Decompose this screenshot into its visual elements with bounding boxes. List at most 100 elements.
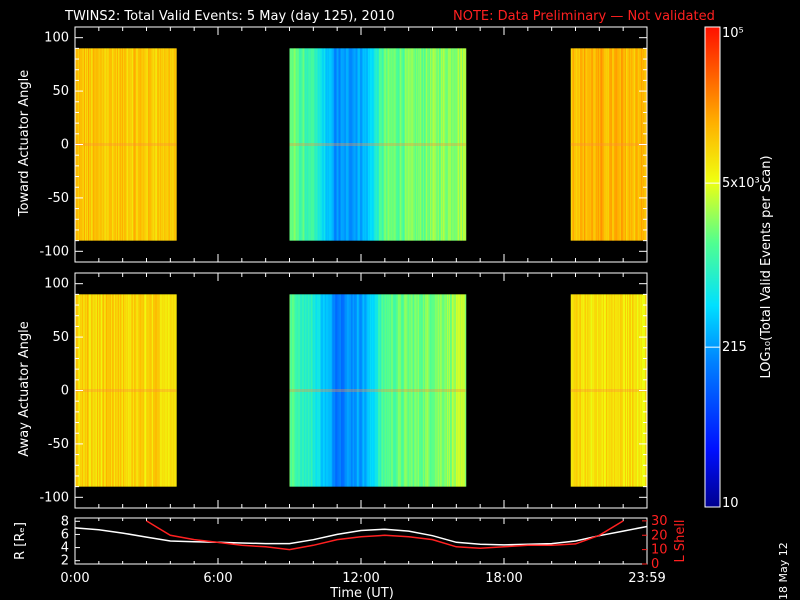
heatmap-column: [417, 48, 420, 241]
heatmap-column: [356, 294, 359, 487]
y-tick-label: -50: [48, 437, 69, 452]
heatmap-column: [392, 48, 395, 241]
heatmap-column: [423, 48, 426, 241]
heatmap-column: [160, 48, 162, 241]
heatmap-column: [114, 294, 116, 487]
heatmap-column: [126, 294, 128, 487]
heatmap-column: [435, 48, 438, 241]
heatmap-column: [99, 294, 101, 487]
heatmap-column: [627, 48, 630, 241]
heatmap-column: [164, 294, 166, 487]
heatmap-column: [126, 48, 128, 241]
heatmap-column: [431, 48, 434, 241]
heatmap-column: [408, 48, 411, 241]
heatmap-column: [331, 294, 333, 487]
heatmap-column: [85, 48, 87, 241]
heatmap-column: [116, 294, 118, 487]
heatmap-column: [339, 48, 341, 241]
heatmap-column: [104, 48, 106, 241]
heatmap-column: [443, 48, 446, 241]
heatmap-column: [370, 48, 373, 241]
heatmap-column: [102, 294, 104, 487]
heatmap-column: [418, 294, 421, 487]
heatmap-column: [312, 294, 314, 487]
heatmap-column: [136, 48, 138, 241]
heatmap-column: [119, 48, 121, 241]
heatmap-column: [413, 294, 416, 487]
heatmap-column: [311, 48, 313, 241]
heatmap-column: [588, 294, 591, 487]
heatmap-column: [172, 294, 174, 487]
heatmap-column: [330, 48, 332, 241]
heatmap-column: [380, 48, 383, 241]
r-distance-line: [74, 525, 648, 546]
heatmap-column: [347, 294, 350, 487]
heatmap-column: [613, 48, 616, 241]
heatmap-column: [299, 294, 301, 487]
heatmap-column: [340, 294, 343, 487]
heatmap-column: [299, 48, 301, 241]
heatmap-column: [163, 294, 165, 487]
heatmap-column: [315, 294, 317, 487]
heatmap-column: [580, 294, 583, 487]
heatmap-column: [464, 294, 467, 487]
colorbar-tick-label: 5x10³: [722, 176, 760, 191]
heatmap-column: [92, 294, 94, 487]
heatmap-column: [390, 294, 393, 487]
heatmap-column: [617, 48, 620, 241]
heatmap-column: [92, 48, 94, 241]
heatmap-column: [352, 48, 355, 241]
heatmap-column: [349, 294, 352, 487]
heatmap-column: [459, 294, 462, 487]
heatmap-column: [602, 48, 605, 241]
heatmap-column: [584, 294, 587, 487]
heatmap-column: [120, 48, 122, 241]
heatmap-column: [598, 48, 601, 241]
heatmap-column: [321, 294, 323, 487]
heatmap-column: [330, 294, 332, 487]
heatmap-column: [171, 294, 173, 487]
heatmap-column: [348, 48, 351, 241]
heatmap-column: [351, 48, 354, 241]
y-tick-label: 0: [61, 138, 69, 153]
heatmap-column: [590, 48, 593, 241]
heatmap-column: [348, 294, 351, 487]
heatmap-column: [365, 48, 368, 241]
heatmap-column: [445, 294, 448, 487]
preliminary-note: NOTE: Data Preliminary — Not validated: [453, 9, 715, 24]
heatmap-column: [380, 294, 383, 487]
y-tick-label: 50: [52, 84, 69, 99]
chart-title: TWINS2: Total Valid Events: 5 May (day 1…: [64, 9, 395, 24]
heatmap-column: [143, 294, 145, 487]
heatmap-column: [355, 48, 358, 241]
heatmap-column: [406, 294, 409, 487]
heatmap-column: [307, 48, 309, 241]
heatmap-column: [318, 48, 320, 241]
heatmap-column: [611, 48, 614, 241]
heatmap-column: [572, 294, 575, 487]
heatmap-column: [317, 294, 319, 487]
heatmap-column: [449, 294, 452, 487]
heatmap-column: [366, 48, 369, 241]
heatmap-column: [142, 294, 144, 487]
heatmap-column: [98, 48, 100, 241]
heatmap-column: [450, 294, 453, 487]
heatmap-column: [292, 294, 294, 487]
heatmap-column: [452, 294, 455, 487]
heatmap-column: [438, 294, 441, 487]
heatmap-column: [155, 294, 157, 487]
heatmap-column: [395, 48, 398, 241]
heatmap-column: [98, 294, 100, 487]
heatmap-column: [309, 48, 311, 241]
heatmap-column: [454, 48, 457, 241]
heatmap-column: [144, 48, 146, 241]
heatmap-column: [406, 48, 409, 241]
heatmap-column: [387, 294, 390, 487]
heatmap-column: [426, 294, 429, 487]
heatmap-column: [599, 48, 602, 241]
heatmap-column: [619, 294, 622, 487]
heatmap-column: [175, 48, 177, 241]
heatmap-column: [612, 48, 615, 241]
heatmap-column: [570, 294, 573, 487]
